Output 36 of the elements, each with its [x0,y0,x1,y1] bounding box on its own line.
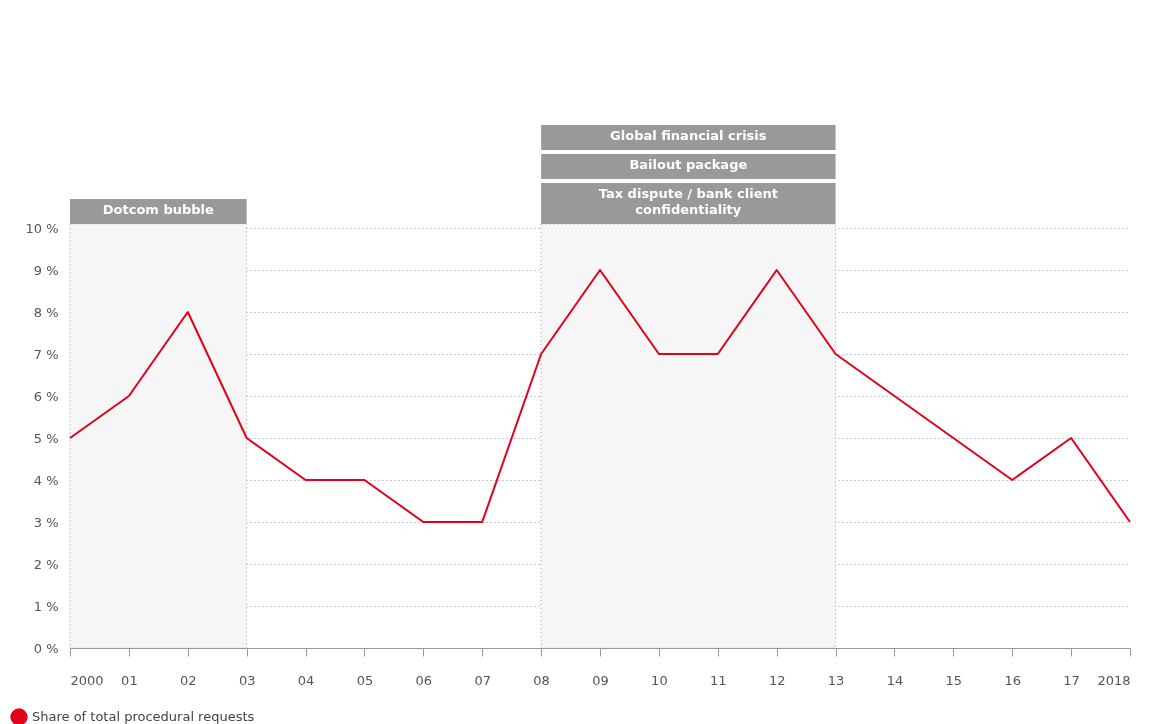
x-tick-label: 12 [768,672,786,688]
y-tick-label: 0 % [33,640,59,656]
x-tick-label: 03 [238,672,256,688]
x-tick-label: 02 [180,672,197,688]
x-tick-label: 14 [886,672,904,688]
x-tick-label: 2018 [1097,672,1131,688]
x-tick-label: 10 [651,672,668,688]
x-tick-label: 13 [827,672,845,688]
line-series [69,269,1131,523]
x-tick-label: 04 [297,672,315,688]
y-tick-label: 6 % [33,388,59,404]
y-tick-label: 9 % [33,262,59,278]
y-tick-label: 1 % [33,598,59,614]
text: Bailout package [629,157,748,172]
legend-label: Share of total procedural requests [32,709,255,724]
x-tick-label: 01 [121,672,138,688]
x-tick-label: 15 [945,672,963,688]
x-tick-label: 16 [1004,672,1021,688]
x-tick-label: 08 [533,672,550,688]
x-tick-label: 06 [415,672,433,688]
x-tick-label: 2000 [70,672,104,688]
x-tick-label: 11 [710,672,727,688]
y-tick-label: 8 % [33,304,59,320]
x-tick-label: 17 [1063,672,1080,688]
x-tick-label: 05 [356,672,374,688]
y-tick-label: 3 % [33,514,59,530]
band-label: Dotcom bubble [102,202,215,217]
y-tick-label: 4 % [33,472,59,488]
y-tick-label: 5 % [33,430,59,446]
y-tick-label: 2 % [33,556,59,572]
y-tick-label: 10 % [25,220,59,236]
text: Global financial crisis [610,128,767,143]
x-tick-label: 07 [474,672,491,688]
band-label: Tax dispute / bank client confidentiality [598,186,778,217]
x-tick-label: 09 [592,672,609,688]
y-tick-label: 7 % [33,346,59,362]
